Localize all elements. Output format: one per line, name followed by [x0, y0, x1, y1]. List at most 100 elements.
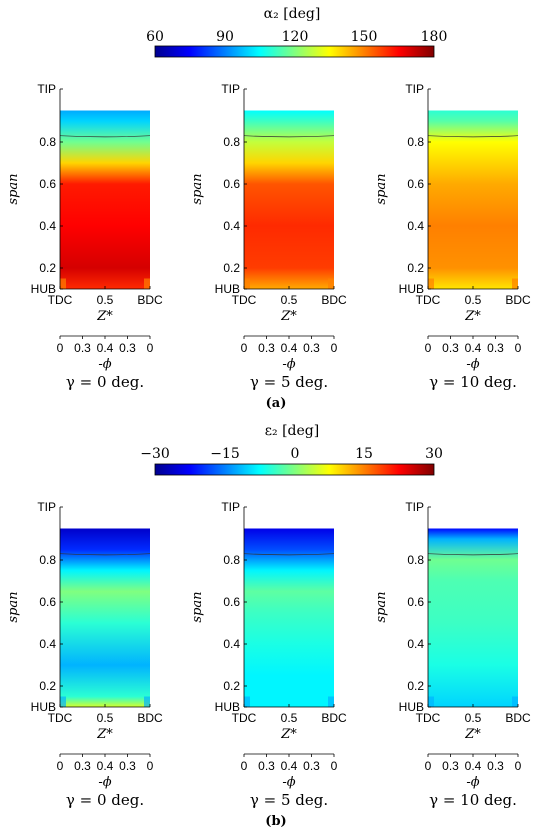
x-tick-label: TDC [48, 293, 73, 307]
y-tick-label: 0.4 [39, 637, 56, 651]
x-tick-label: BDC [137, 293, 163, 307]
phi-tick-label: 0.3 [258, 341, 275, 355]
contour-line [59, 135, 151, 138]
phi-axis-label: -ϕ [98, 775, 111, 790]
x-tick-label: TDC [48, 711, 73, 725]
y-tick-label: 0.6 [223, 177, 240, 191]
y-tick-label: TIP [37, 82, 56, 96]
heatmap-field [244, 528, 334, 707]
phi-axis-label: -ϕ [98, 357, 111, 372]
phi-tick-label: 0.3 [119, 341, 136, 355]
y-tick-label: 0.8 [39, 553, 56, 567]
y-tick-label: 0.6 [39, 177, 56, 191]
y-tick-label: 0.8 [407, 553, 424, 567]
y-tick-label: HUB [31, 700, 56, 714]
heatmap-b-3: HUB 0.2 0.4 0.6 0.8 TIP span TDC 0.5 BDC Z* 0 0.3 0.4… [374, 500, 531, 809]
phi-tick-label: 0.4 [465, 341, 482, 355]
y-tick-label: 0.4 [407, 219, 424, 233]
colorbar-b-tick: 15 [355, 446, 373, 462]
panel-label-a: (a) [266, 396, 287, 411]
y-tick-label: 0.2 [407, 679, 424, 693]
colorbar-b-tick: −15 [210, 446, 240, 462]
y-tick-label: 0.4 [407, 637, 424, 651]
x-axis-label: Z* [96, 309, 113, 324]
x-tick-label: 0.5 [97, 711, 114, 725]
phi-tick-label: 0 [57, 341, 64, 355]
y-tick-label: 0.6 [407, 595, 424, 609]
x-axis-label: Z* [464, 309, 481, 324]
y-tick-label: 0.4 [223, 637, 240, 651]
heatmap-field [244, 110, 334, 289]
y-tick-label: TIP [405, 82, 424, 96]
phi-axis-label: -ϕ [466, 775, 479, 790]
heatmap-a-1: HUB 0.2 0.4 0.6 0.8 TIP span TDC 0.5 BDC Z* 0 0.3 0.4… [6, 82, 163, 391]
phi-tick-label: 0 [515, 341, 522, 355]
colorbar-b-tick: −30 [140, 446, 170, 462]
phi-tick-label: 0.4 [281, 759, 298, 773]
y-axis-label: span [6, 173, 21, 204]
phi-tick-label: 0.3 [74, 341, 91, 355]
phi-tick-label: 0.3 [487, 341, 504, 355]
colorbar-a-tick: 60 [146, 29, 164, 45]
subplot-caption: γ = 5 deg. [250, 373, 328, 391]
panel-label-b: (b) [265, 814, 286, 829]
edge-band-right [328, 696, 334, 707]
edge-band-left [60, 278, 66, 289]
y-tick-label: TIP [221, 500, 240, 514]
phi-tick-label: 0 [331, 759, 338, 773]
phi-tick-label: 0.3 [442, 759, 459, 773]
phi-tick-label: 0.4 [281, 341, 298, 355]
y-axis-label: span [374, 591, 389, 622]
subplots: HUB 0.2 0.4 0.6 0.8 TIP span TDC 0.5 BDC Z* 0 0.3 0.4… [6, 82, 531, 809]
subplot-caption: γ = 10 deg. [429, 791, 517, 809]
x-tick-label: BDC [137, 711, 163, 725]
phi-tick-label: 0 [515, 759, 522, 773]
x-tick-label: 0.5 [97, 293, 114, 307]
y-tick-label: 0.2 [223, 679, 240, 693]
phi-tick-label: 0 [241, 341, 248, 355]
colorbar-a-title: α₂ [deg] [264, 6, 321, 22]
edge-band-left [428, 696, 434, 707]
y-tick-label: 0.6 [39, 595, 56, 609]
phi-tick-label: 0.3 [119, 759, 136, 773]
y-tick-label: 0.8 [39, 135, 56, 149]
phi-tick-label: 0.4 [97, 759, 114, 773]
contour-line [427, 135, 519, 138]
phi-tick-label: 0 [425, 759, 432, 773]
y-tick-label: 0.8 [223, 135, 240, 149]
y-tick-label: 0.6 [407, 177, 424, 191]
heatmap-field [60, 110, 150, 289]
y-tick-label: HUB [399, 700, 424, 714]
edge-band-right [144, 696, 150, 707]
y-tick-label: TIP [221, 82, 240, 96]
x-axis-label: Z* [96, 727, 113, 742]
phi-tick-label: 0.3 [258, 759, 275, 773]
y-tick-label: HUB [215, 700, 240, 714]
y-tick-label: 0.2 [223, 261, 240, 275]
heatmap-a-2: HUB 0.2 0.4 0.6 0.8 TIP span TDC 0.5 BDC Z* 0 0.3 0.4… [190, 82, 347, 391]
colorbar-b-tick: 0 [291, 446, 300, 462]
y-tick-label: HUB [399, 282, 424, 296]
contour-line [243, 553, 335, 556]
x-tick-label: TDC [416, 711, 441, 725]
y-tick-label: TIP [405, 500, 424, 514]
x-tick-label: BDC [321, 711, 347, 725]
x-tick-label: 0.5 [465, 293, 482, 307]
y-tick-label: HUB [215, 282, 240, 296]
colorbar-b: ε₂ [deg] −30 −15 0 15 30 [140, 423, 443, 476]
phi-tick-label: 0.3 [303, 341, 320, 355]
colorbar-a-tick: 120 [282, 29, 309, 45]
x-tick-label: TDC [232, 711, 257, 725]
y-tick-label: 0.4 [223, 219, 240, 233]
x-tick-label: BDC [505, 293, 531, 307]
y-tick-label: 0.2 [39, 261, 56, 275]
phi-tick-label: 0.4 [465, 759, 482, 773]
edge-band-left [244, 696, 250, 707]
y-tick-label: TIP [37, 500, 56, 514]
phi-tick-label: 0.3 [442, 341, 459, 355]
phi-tick-label: 0 [57, 759, 64, 773]
phi-axis-label: -ϕ [466, 357, 479, 372]
x-axis-label: Z* [280, 727, 297, 742]
contour-line [427, 553, 519, 556]
phi-tick-label: 0 [425, 341, 432, 355]
